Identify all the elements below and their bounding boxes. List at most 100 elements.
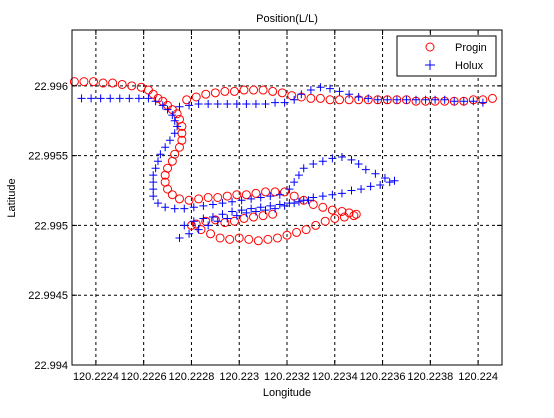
data-point xyxy=(170,116,179,125)
data-point xyxy=(167,156,177,166)
data-point xyxy=(275,190,284,199)
data-point xyxy=(154,157,162,166)
legend-label-progin: Progin xyxy=(455,42,487,54)
data-point xyxy=(297,90,306,99)
data-point xyxy=(318,192,327,201)
data-point xyxy=(277,88,287,98)
data-point xyxy=(206,229,216,239)
data-point xyxy=(349,211,359,221)
data-point xyxy=(175,142,184,152)
data-point xyxy=(170,129,179,138)
data-point xyxy=(210,88,220,98)
data-point xyxy=(239,85,249,95)
data-point xyxy=(210,215,220,225)
data-point xyxy=(390,176,399,185)
data-point xyxy=(153,93,163,103)
data-point xyxy=(204,99,213,108)
data-point xyxy=(239,213,249,223)
data-point xyxy=(161,203,170,212)
data-point xyxy=(160,170,170,180)
data-point xyxy=(223,214,232,223)
x-tick-label: 120.2228 xyxy=(168,371,214,383)
data-point xyxy=(373,95,382,104)
data-point xyxy=(354,160,363,168)
data-point xyxy=(376,180,385,189)
x-tick-label: 120.224 xyxy=(458,371,498,383)
data-point xyxy=(244,234,254,244)
y-axis-label: Latitude xyxy=(6,178,18,217)
data-point xyxy=(402,95,411,104)
data-point xyxy=(301,225,311,235)
grid xyxy=(72,30,502,365)
data-point xyxy=(204,221,213,230)
data-point xyxy=(165,136,174,145)
data-point xyxy=(337,206,347,216)
data-point xyxy=(242,208,251,217)
data-point xyxy=(161,143,170,152)
data-point xyxy=(272,233,282,243)
data-point xyxy=(294,197,303,206)
data-point xyxy=(149,171,158,180)
data-point xyxy=(280,187,290,197)
data-point xyxy=(304,196,313,205)
data-point xyxy=(173,122,182,131)
x-tick-label: 120.2226 xyxy=(121,371,167,383)
data-point xyxy=(170,204,179,213)
data-point xyxy=(263,234,273,244)
y-axis: 22.994 22.9945 22.995 22.9955 22.996 xyxy=(28,81,502,372)
data-point xyxy=(184,195,194,205)
data-point xyxy=(247,194,256,203)
data-point xyxy=(318,202,328,212)
data-point xyxy=(299,164,308,173)
data-point xyxy=(117,79,127,89)
data-point xyxy=(223,99,232,108)
data-point xyxy=(290,178,299,187)
data-point xyxy=(151,164,160,173)
data-point xyxy=(108,78,118,88)
y-tick-label: 22.996 xyxy=(34,81,68,93)
data-point xyxy=(268,86,278,96)
data-point xyxy=(431,95,440,104)
data-point xyxy=(383,95,392,104)
data-point xyxy=(222,191,232,201)
data-point xyxy=(168,111,177,120)
data-point xyxy=(228,207,237,216)
data-point xyxy=(79,77,89,87)
data-point xyxy=(154,199,162,208)
data-point xyxy=(311,220,321,230)
data-point xyxy=(234,233,244,243)
data-point xyxy=(345,90,354,99)
data-point xyxy=(351,209,361,219)
data-point xyxy=(208,213,217,222)
data-point xyxy=(149,178,158,187)
series-holux xyxy=(77,83,487,242)
data-point xyxy=(189,203,198,212)
data-point xyxy=(156,150,165,159)
data-point xyxy=(412,95,420,104)
data-point xyxy=(275,200,284,209)
data-point xyxy=(220,86,230,96)
data-point xyxy=(357,185,366,194)
data-point xyxy=(134,94,143,103)
x-tick-label: 120.2234 xyxy=(312,371,358,383)
data-point xyxy=(256,203,265,212)
data-point xyxy=(258,85,268,95)
data-point xyxy=(213,193,223,202)
data-point xyxy=(385,178,394,187)
data-point xyxy=(309,160,318,168)
data-point xyxy=(251,207,260,216)
data-point xyxy=(266,192,275,201)
data-point xyxy=(469,97,478,106)
data-point xyxy=(180,204,189,213)
data-point xyxy=(328,190,337,199)
data-point xyxy=(201,89,211,99)
data-point xyxy=(215,233,225,243)
x-tick-label: 120.2224 xyxy=(73,371,119,383)
data-point xyxy=(199,214,208,223)
data-point xyxy=(194,194,204,204)
data-point xyxy=(149,192,158,201)
data-point xyxy=(361,165,370,174)
x-axis: 120.2224 120.2226 120.2228 120.223 120.2232 1… xyxy=(73,30,498,383)
data-point xyxy=(256,193,265,202)
data-point xyxy=(87,94,96,103)
